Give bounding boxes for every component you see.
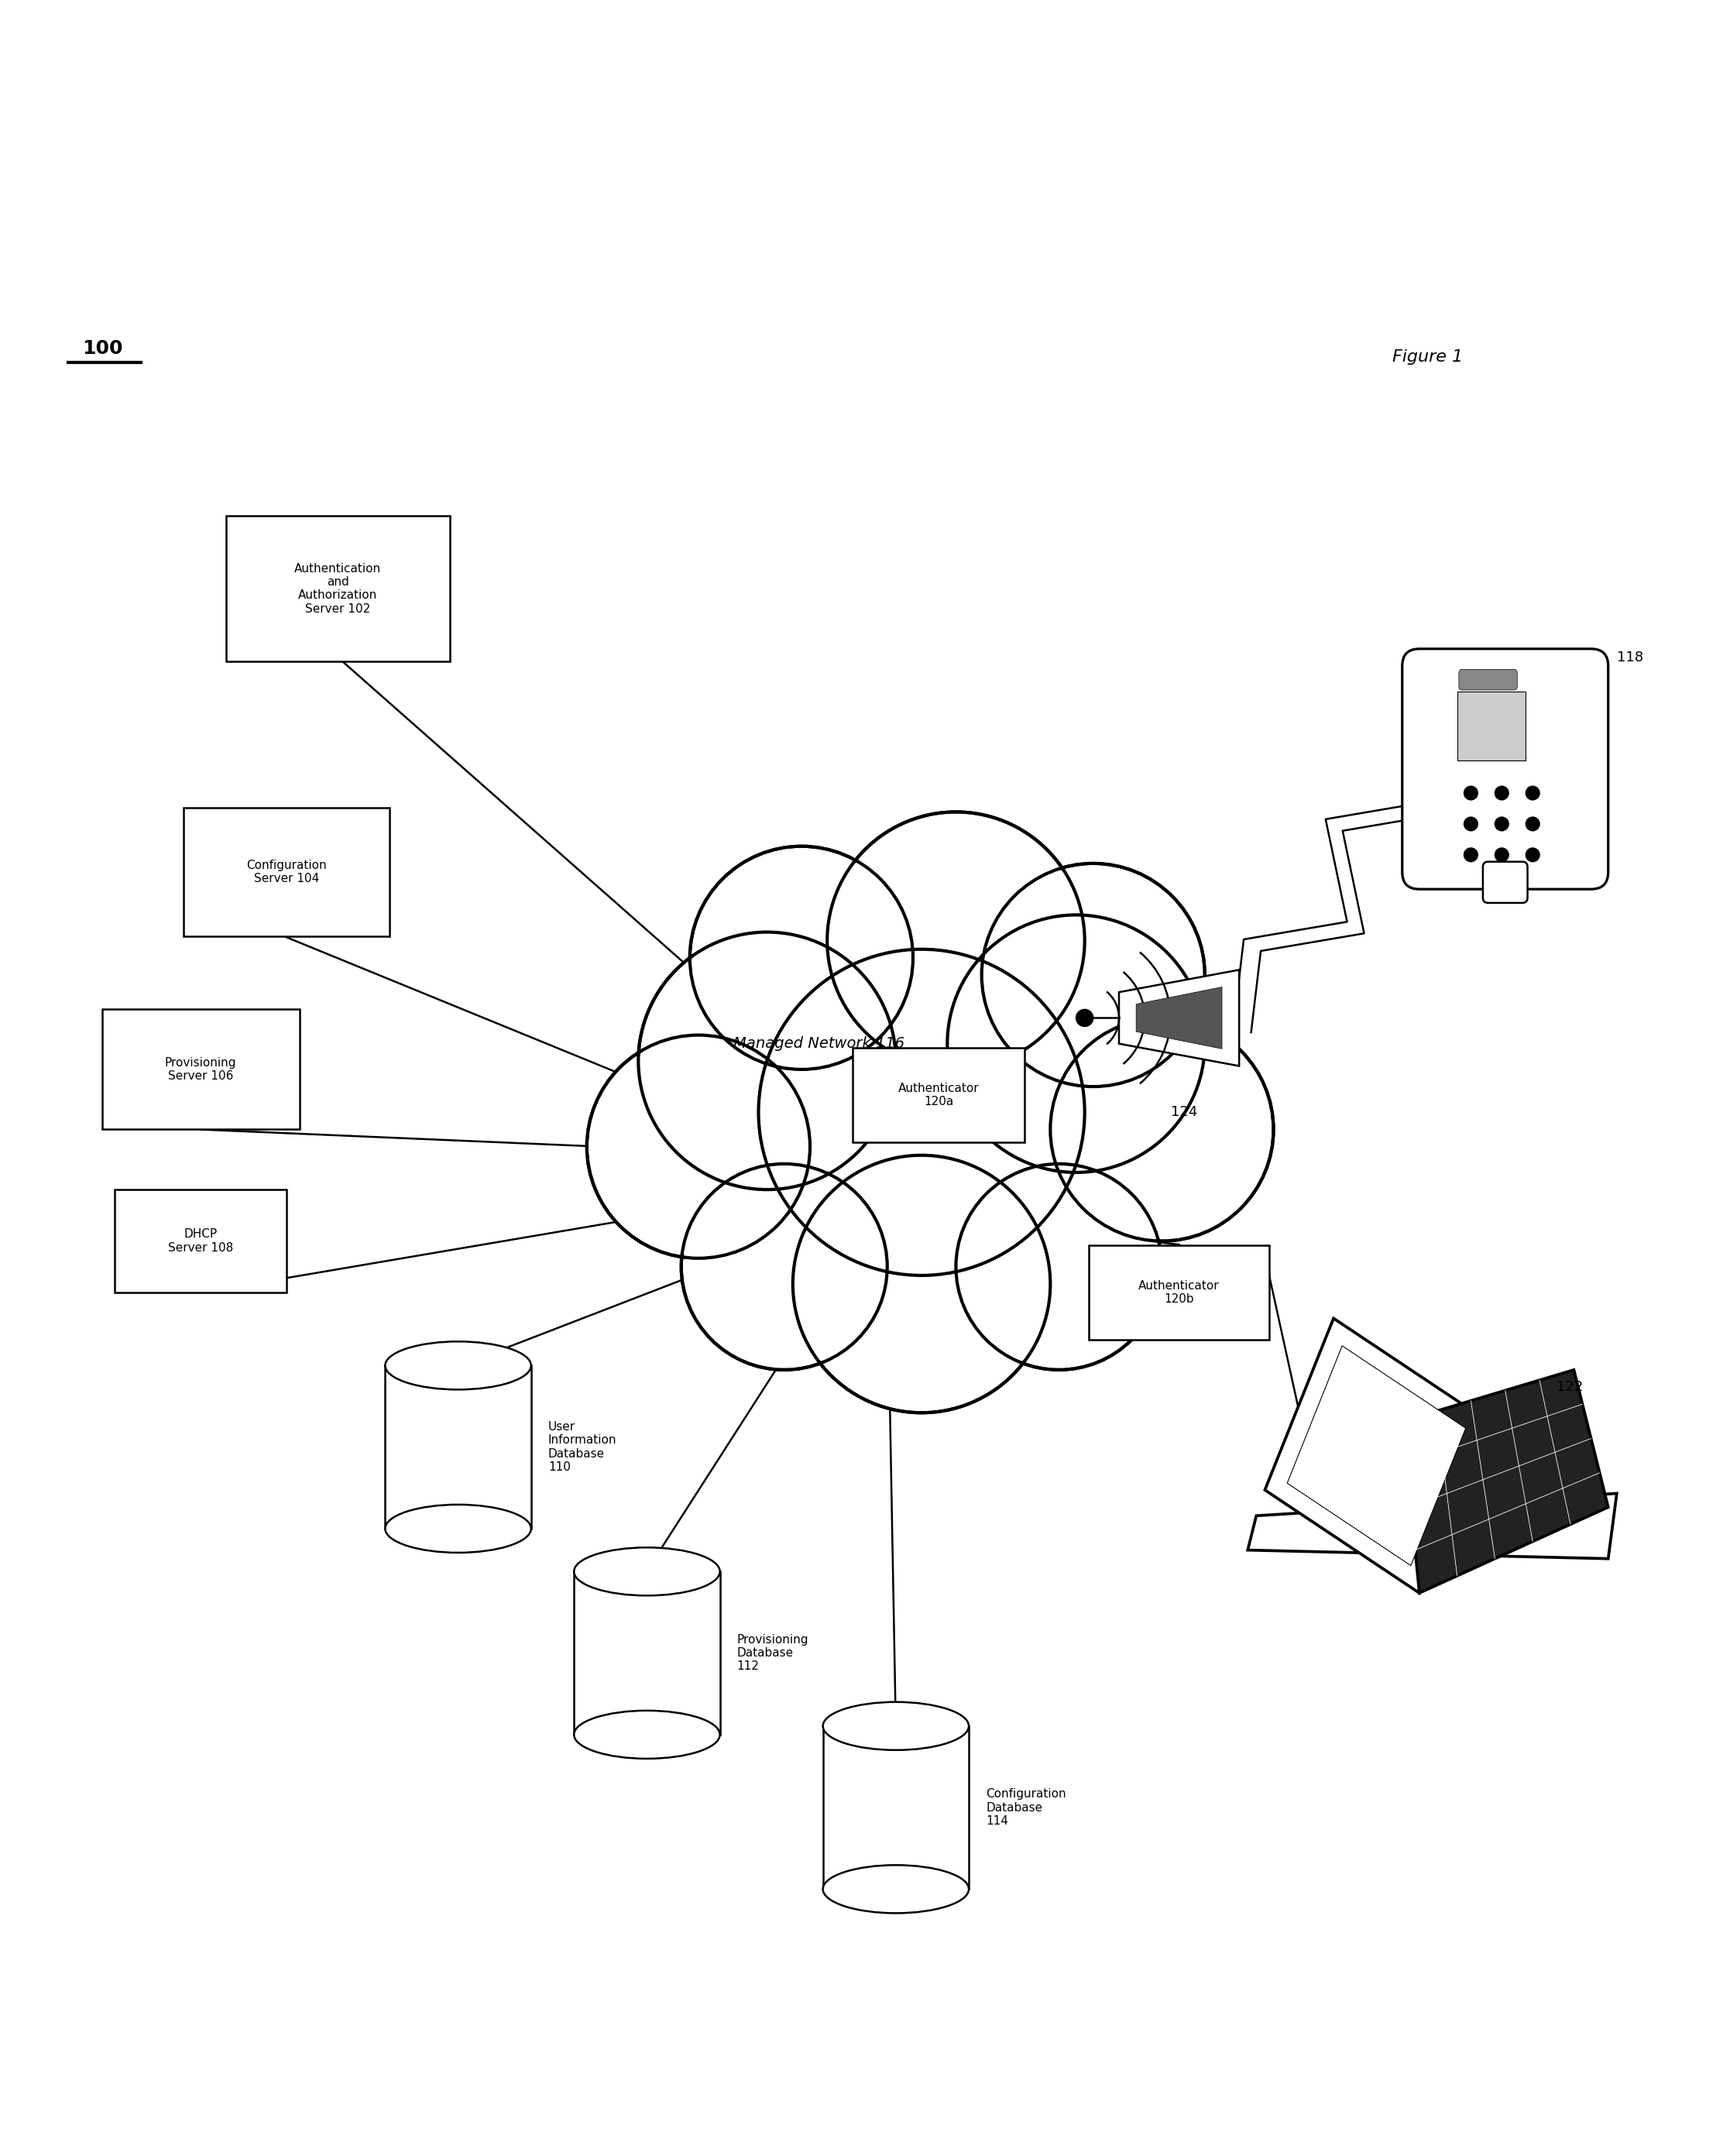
Ellipse shape bbox=[386, 1341, 531, 1391]
Bar bbox=[386, 1365, 531, 1529]
Text: Managed Network 116: Managed Network 116 bbox=[732, 1037, 905, 1050]
Circle shape bbox=[986, 867, 1201, 1082]
Circle shape bbox=[793, 1156, 1051, 1412]
Text: Authenticator
120a: Authenticator 120a bbox=[898, 1082, 979, 1108]
Circle shape bbox=[643, 936, 893, 1186]
Text: Configuration
Server 104: Configuration Server 104 bbox=[246, 860, 327, 884]
Ellipse shape bbox=[574, 1710, 720, 1759]
Bar bbox=[115, 1190, 286, 1294]
Text: Authenticator
120b: Authenticator 120b bbox=[1139, 1281, 1220, 1304]
Circle shape bbox=[758, 949, 1085, 1276]
Circle shape bbox=[1465, 817, 1478, 830]
Circle shape bbox=[591, 1039, 806, 1255]
Text: User
Information
Database
110: User Information Database 110 bbox=[548, 1421, 617, 1473]
Circle shape bbox=[1527, 817, 1540, 830]
Circle shape bbox=[1496, 787, 1509, 800]
FancyBboxPatch shape bbox=[1484, 862, 1528, 903]
Circle shape bbox=[827, 813, 1085, 1069]
Bar bbox=[574, 1572, 720, 1736]
Ellipse shape bbox=[386, 1505, 531, 1552]
Circle shape bbox=[1527, 787, 1540, 800]
Text: DHCP
Server 108: DHCP Server 108 bbox=[169, 1229, 233, 1253]
Bar bbox=[102, 1009, 300, 1130]
Circle shape bbox=[681, 1164, 887, 1369]
Text: 124: 124 bbox=[1170, 1106, 1197, 1119]
Circle shape bbox=[830, 815, 1080, 1065]
Circle shape bbox=[796, 1160, 1046, 1408]
Ellipse shape bbox=[574, 1548, 720, 1595]
Circle shape bbox=[1496, 847, 1509, 862]
Polygon shape bbox=[1287, 1345, 1466, 1565]
Circle shape bbox=[684, 1166, 884, 1367]
Circle shape bbox=[638, 931, 896, 1190]
Text: Provisioning
Database
112: Provisioning Database 112 bbox=[737, 1634, 808, 1673]
FancyBboxPatch shape bbox=[1403, 649, 1608, 888]
Text: 118: 118 bbox=[1616, 651, 1644, 664]
Bar bbox=[226, 515, 450, 662]
Circle shape bbox=[982, 862, 1204, 1087]
Circle shape bbox=[763, 955, 1080, 1270]
Circle shape bbox=[1077, 1009, 1092, 1026]
Circle shape bbox=[1496, 817, 1509, 830]
Circle shape bbox=[956, 1164, 1161, 1369]
Bar bbox=[1458, 692, 1527, 761]
Circle shape bbox=[1465, 847, 1478, 862]
Bar bbox=[183, 808, 389, 936]
Ellipse shape bbox=[824, 1865, 968, 1912]
Text: Figure 1: Figure 1 bbox=[1392, 349, 1463, 364]
Polygon shape bbox=[1265, 1317, 1489, 1593]
Circle shape bbox=[689, 847, 913, 1069]
Polygon shape bbox=[1135, 987, 1222, 1048]
Bar bbox=[1089, 1246, 1270, 1339]
Circle shape bbox=[948, 914, 1204, 1173]
Bar bbox=[853, 1048, 1025, 1143]
Circle shape bbox=[693, 849, 910, 1065]
Text: 122: 122 bbox=[1556, 1380, 1583, 1395]
Circle shape bbox=[1054, 1022, 1270, 1238]
Circle shape bbox=[1527, 847, 1540, 862]
Text: Configuration
Database
114: Configuration Database 114 bbox=[986, 1787, 1067, 1826]
Bar bbox=[824, 1727, 968, 1889]
FancyBboxPatch shape bbox=[1459, 671, 1518, 690]
Circle shape bbox=[951, 918, 1201, 1169]
Text: Authentication
and
Authorization
Server 102: Authentication and Authorization Server … bbox=[295, 563, 381, 614]
Circle shape bbox=[1051, 1018, 1273, 1242]
Ellipse shape bbox=[824, 1701, 968, 1751]
Text: 100: 100 bbox=[83, 338, 122, 358]
Circle shape bbox=[960, 1166, 1160, 1367]
Polygon shape bbox=[1247, 1494, 1616, 1559]
Polygon shape bbox=[1118, 970, 1239, 1065]
Circle shape bbox=[1465, 787, 1478, 800]
Text: Provisioning
Server 106: Provisioning Server 106 bbox=[165, 1056, 236, 1082]
Circle shape bbox=[588, 1035, 810, 1259]
Polygon shape bbox=[1403, 1369, 1608, 1593]
